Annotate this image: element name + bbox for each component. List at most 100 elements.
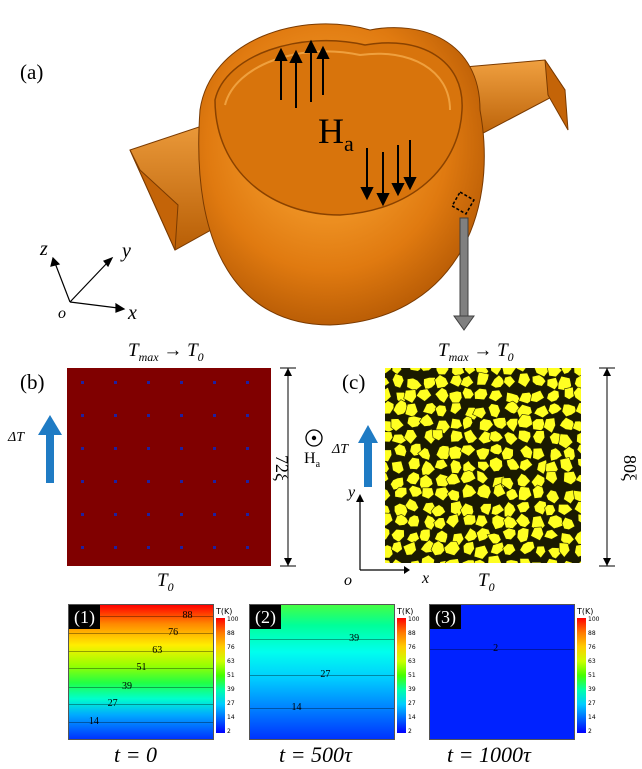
- flux-cell: [572, 489, 581, 503]
- axis-o-label: o: [58, 305, 66, 322]
- flux-cell: [433, 517, 447, 530]
- flux-cell: [391, 368, 403, 376]
- field-dot-icon: [305, 429, 323, 447]
- vortex-dot: [246, 546, 249, 549]
- flux-cell: [572, 420, 581, 433]
- flux-cell: [385, 472, 390, 482]
- colorbar-tick: 39: [227, 686, 235, 693]
- flux-cell: [402, 541, 417, 556]
- flux-cell: [547, 514, 564, 530]
- flux-cell: [490, 541, 505, 556]
- flux-cell: [487, 403, 501, 419]
- axis-c-o: o: [344, 572, 352, 589]
- vortex-dot: [180, 447, 183, 450]
- vortex-dot: [213, 447, 216, 450]
- contour-line: [69, 686, 213, 688]
- flux-cell: [406, 415, 423, 429]
- flux-cell: [404, 498, 420, 513]
- bottom-c-label: T0: [478, 570, 495, 594]
- flux-cell: [492, 417, 508, 430]
- flux-cell: [487, 554, 502, 563]
- flux-cell: [503, 400, 521, 415]
- xi-b-label: 72ξ: [272, 455, 292, 482]
- flux-cell: [576, 443, 581, 455]
- flux-cell: [434, 458, 449, 470]
- flux-cell: [505, 417, 519, 433]
- flux-cell: [430, 504, 446, 518]
- colorbar-tick: 2: [588, 728, 592, 735]
- colorbar-tick: 100: [408, 616, 420, 623]
- flux-cell: [547, 368, 563, 378]
- flux-cell: [385, 400, 395, 415]
- flux-cell: [461, 559, 476, 563]
- flux-cell: [390, 528, 405, 543]
- panel-a-label: (a): [20, 60, 44, 84]
- flux-cell: [519, 541, 536, 555]
- vortex-dot: [81, 414, 84, 417]
- vortex-dot: [147, 414, 150, 417]
- flux-cell: [448, 445, 463, 460]
- bowl-inner: [214, 39, 463, 216]
- contour-line: [430, 649, 574, 651]
- xi-c-label: 80ξ: [620, 455, 640, 482]
- flux-cell: [544, 504, 556, 516]
- flux-cell: [449, 402, 462, 415]
- time-label: t = 1000τ: [447, 742, 531, 767]
- contour-label: 63: [152, 644, 163, 656]
- vortex-dot: [147, 546, 150, 549]
- flux-cell: [564, 386, 575, 400]
- vortex-dot: [213, 381, 216, 384]
- flux-cell: [575, 474, 581, 483]
- flux-cell: [450, 429, 464, 443]
- contour-label: 39: [122, 680, 133, 692]
- flux-cell: [561, 516, 576, 531]
- vortex-dot: [81, 546, 84, 549]
- flux-cell: [385, 527, 391, 541]
- vortex-dot: [147, 447, 150, 450]
- colorbar-tick: 76: [227, 644, 235, 651]
- contour-label: 2: [493, 643, 499, 655]
- flux-cell: [518, 391, 535, 405]
- contour-line: [250, 638, 394, 640]
- delta-t-arrow-b: [38, 415, 62, 483]
- colorbar-tick: 88: [588, 630, 596, 637]
- flux-cell: [390, 418, 405, 432]
- flux-cell: [549, 447, 563, 462]
- vortex-dot: [246, 480, 249, 483]
- flux-cell: [535, 545, 547, 559]
- flux-cell: [558, 542, 571, 558]
- flux-cell: [415, 388, 432, 402]
- flux-cell: [385, 386, 392, 403]
- colorbar-tick: 27: [227, 700, 235, 707]
- colorbar-tick: 100: [588, 616, 600, 623]
- delta-t-b: ΔT: [8, 430, 25, 445]
- flux-cell: [430, 540, 446, 556]
- flux-cell: [443, 541, 461, 556]
- flux-cell: [476, 483, 492, 500]
- vortex-dot: [180, 414, 183, 417]
- flux-cell: [446, 489, 460, 502]
- flux-cell: [519, 444, 533, 460]
- vortex-dot: [147, 513, 150, 516]
- snapshot-panel-1: 88 76 63 51 39 27 14 (1): [68, 604, 214, 740]
- contour-label: 14: [291, 702, 302, 714]
- flux-cell: [489, 443, 503, 456]
- vortex-dot: [213, 480, 216, 483]
- flux-cell: [502, 527, 517, 541]
- vortex-dot: [114, 447, 117, 450]
- snapshot-badge: (1): [69, 605, 100, 629]
- flux-cell: [561, 403, 577, 418]
- flux-cell: [423, 376, 436, 391]
- contour-line: [250, 708, 394, 710]
- flux-cell: [549, 432, 562, 445]
- zoom-box: [451, 191, 475, 215]
- flux-cell: [462, 541, 475, 556]
- flux-cell: [391, 373, 405, 389]
- flux-cell: [419, 368, 433, 372]
- flux-cell: [385, 377, 391, 387]
- flux-cell: [572, 386, 581, 403]
- vortex-dot: [246, 414, 249, 417]
- snapshot-badge: (3): [430, 605, 461, 629]
- grid-c: [385, 368, 581, 563]
- flux-cell: [532, 430, 546, 445]
